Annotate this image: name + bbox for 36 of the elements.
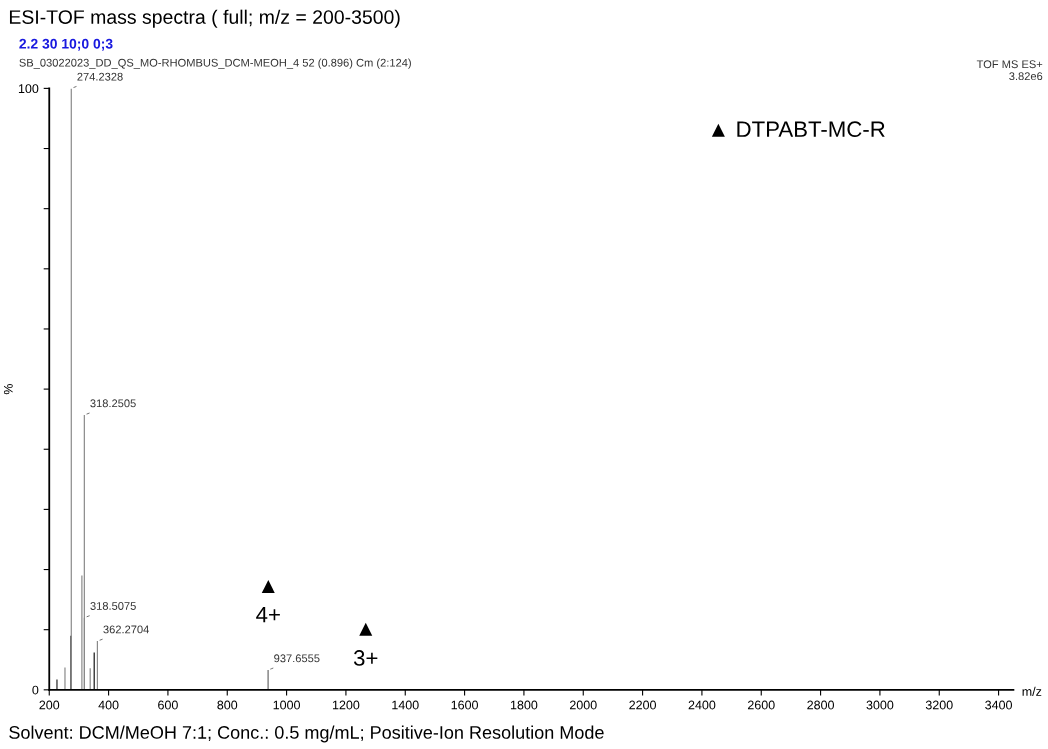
x-tick-label: 3000 <box>866 700 894 710</box>
x-tick-label: 2200 <box>629 700 656 710</box>
x-tick-label: 600 <box>158 700 178 710</box>
annotation: 274.2328 <box>77 72 123 81</box>
y-tick-label: 0 <box>32 685 39 695</box>
annotation: ▲ DTPABT-MC-R <box>711 121 885 138</box>
x-tick-label: 1600 <box>451 700 478 710</box>
y-axis-title: % <box>3 383 13 395</box>
annotation: 318.2505 <box>90 399 136 408</box>
annotation: 4+ <box>256 606 280 623</box>
x-tick-label: 1200 <box>332 700 360 710</box>
x-tick-label: 2600 <box>747 700 775 710</box>
text: Solvent: DCM/MeOH 7:1; Conc.: 0.5 mg/mL; Positive-Ion Resolution Mode <box>9 725 604 743</box>
annotation: ▲ <box>261 579 275 593</box>
text: TOF MS ES+ 3.82e6 <box>976 60 1043 81</box>
annotation: 937.6555 <box>274 654 320 663</box>
x-tick-label: 1800 <box>510 700 538 710</box>
x-tick-label: 2400 <box>688 700 716 710</box>
chart-title: ESI-TOF mass spectra ( full; m/z = 200-3500) <box>9 9 400 28</box>
y-tick-label: 100 <box>18 84 39 94</box>
annotation: ▲ <box>359 622 373 636</box>
x-tick-label: 200 <box>39 700 60 710</box>
x-tick-label: 3400 <box>985 700 1012 710</box>
x-tick-label: 2000 <box>569 700 597 710</box>
x-tick-label: 400 <box>98 700 119 710</box>
annotation: 3+ <box>353 650 378 666</box>
text: 2.2 30 10;0 0;3 <box>19 38 113 51</box>
annotation: 318.5075 <box>90 602 136 610</box>
x-tick-label: 800 <box>217 700 238 710</box>
x-axis-title: m/z <box>1022 686 1042 696</box>
annotation: 362.2704 <box>103 625 149 634</box>
text: SB_03022023_DD_QS_MO-RHOMBUS_DCM-MEOH_4 52 (0.896) Cm (2:124) <box>19 58 411 69</box>
x-tick-label: 2800 <box>807 700 834 710</box>
x-tick-label: 1000 <box>273 700 300 710</box>
x-tick-label: 1400 <box>392 700 419 710</box>
x-tick-label: 3200 <box>925 700 953 710</box>
